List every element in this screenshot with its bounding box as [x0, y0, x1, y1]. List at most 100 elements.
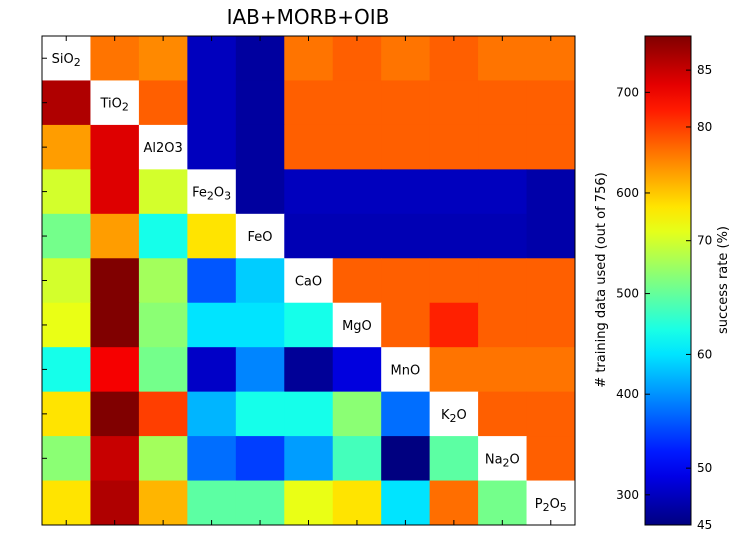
heatmap-cell — [187, 391, 237, 437]
colorbar-left-tick-label: 600 — [616, 186, 639, 200]
colorbar-left-label: # training data used (out of 756) — [594, 172, 609, 387]
axis-ticks — [42, 36, 552, 525]
colorbar-right-tick-label: 80 — [697, 120, 712, 134]
heatmap-cell — [526, 124, 576, 170]
heatmap-cell — [381, 169, 431, 215]
heatmap-cell — [90, 302, 140, 348]
colorbar-right-label: success rate (%) — [716, 226, 731, 334]
colorbar-left-tick-label: 300 — [616, 488, 639, 502]
heatmap-cell — [429, 347, 479, 393]
heatmap-cell — [284, 480, 334, 526]
heatmap-cell — [429, 36, 479, 81]
heatmap-cell — [332, 124, 382, 170]
heatmap-cell — [235, 169, 285, 215]
heatmap-cell — [478, 80, 528, 126]
heatmap-cell — [284, 302, 334, 348]
heatmap-cell — [235, 302, 285, 348]
heatmap-cell — [526, 391, 576, 437]
diagonal-label: Al2O3 — [143, 141, 182, 156]
heatmap-cell — [284, 436, 334, 482]
heatmap-cell — [187, 436, 237, 482]
heatmap-cell — [187, 80, 237, 126]
diagonal-cell — [90, 80, 140, 126]
heatmap-cell — [235, 258, 285, 304]
colorbar-right-tick-label: 60 — [697, 347, 712, 361]
heatmap-cell — [42, 169, 91, 215]
diagonal-cell — [284, 258, 334, 304]
diagonal-label: CaO — [295, 275, 322, 290]
diagonal-cell — [381, 347, 431, 393]
heatmap-cell — [235, 124, 285, 170]
diagonal-cell — [42, 36, 91, 81]
heatmap-cell — [138, 347, 188, 393]
heatmap-cell — [526, 80, 576, 126]
heatmap-cell — [187, 302, 237, 348]
heatmap-cell — [381, 80, 431, 126]
colorbar-left-tick-label: 500 — [616, 287, 639, 301]
heatmap-cell — [381, 36, 431, 81]
heatmap-cell — [478, 258, 528, 304]
heatmap-cell — [235, 436, 285, 482]
heatmap-cell — [478, 169, 528, 215]
diagonal-label: MnO — [391, 363, 421, 378]
diagonal-cell — [478, 436, 528, 482]
heatmap-cell — [478, 124, 528, 170]
heatmap-cell — [90, 347, 140, 393]
heatmap-cell — [526, 169, 576, 215]
heatmap-cell — [284, 391, 334, 437]
heatmap-cell — [138, 436, 188, 482]
heatmap-cell — [429, 169, 479, 215]
heatmap-cell — [284, 169, 334, 215]
heatmap-cell — [381, 436, 431, 482]
heatmap-cell — [235, 347, 285, 393]
heatmap-cell — [429, 80, 479, 126]
heatmap-cell — [90, 124, 140, 170]
heatmap-cell — [478, 480, 528, 526]
heatmap-cell — [526, 436, 576, 482]
heatmap-cell — [526, 213, 576, 259]
diagonal-cell — [235, 213, 285, 259]
diagonal-label: MgO — [342, 319, 372, 334]
heatmap-cell — [526, 258, 576, 304]
heatmap-cell — [187, 213, 237, 259]
colorbar: 300 400 500 600 700 45 50 60 70 80 85 # training … — [594, 35, 731, 532]
diagonal-label: K2O — [441, 408, 467, 425]
heatmap-cell — [429, 436, 479, 482]
heatmap-cell — [138, 36, 188, 81]
heatmap-cell — [235, 80, 285, 126]
heatmap-cell — [42, 258, 91, 304]
heatmap-cell — [90, 213, 140, 259]
heatmap-cell — [381, 124, 431, 170]
heatmap-cell — [526, 302, 576, 348]
colorbar-right-tick-label: 85 — [697, 63, 712, 77]
heatmap-cell — [42, 80, 91, 126]
heatmap-cell — [187, 124, 237, 170]
colorbar-left-ticks: 300 400 500 600 700 — [616, 85, 650, 502]
heatmap-cell — [138, 480, 188, 526]
heatmap-cell — [429, 213, 479, 259]
heatmap-cell — [381, 391, 431, 437]
heatmap-cell — [187, 480, 237, 526]
colorbar-right-tick-label: 70 — [697, 234, 712, 248]
heatmap-cell — [187, 36, 237, 81]
heatmap-cell — [90, 169, 140, 215]
heatmap-cell — [42, 124, 91, 170]
heatmap-cell — [429, 302, 479, 348]
heatmap-cell — [138, 213, 188, 259]
heatmap-cell — [90, 36, 140, 81]
diagonal-label: TiO2 — [99, 97, 128, 114]
heatmap-cell — [332, 258, 382, 304]
heatmap-cell — [42, 213, 91, 259]
diagonal-label: FeO — [248, 230, 273, 245]
heatmap-cell — [332, 480, 382, 526]
diagonal-label: SiO2 — [52, 52, 81, 69]
heatmap-cell — [42, 347, 91, 393]
heatmap-cell — [138, 169, 188, 215]
heatmap-cell — [332, 80, 382, 126]
heatmap-cell — [138, 302, 188, 348]
chart-title: IAB+MORB+OIB — [227, 5, 390, 29]
heatmap-cell — [187, 347, 237, 393]
heatmap-cell — [138, 258, 188, 304]
heatmap-cell — [381, 258, 431, 304]
heatmap-cell — [187, 258, 237, 304]
